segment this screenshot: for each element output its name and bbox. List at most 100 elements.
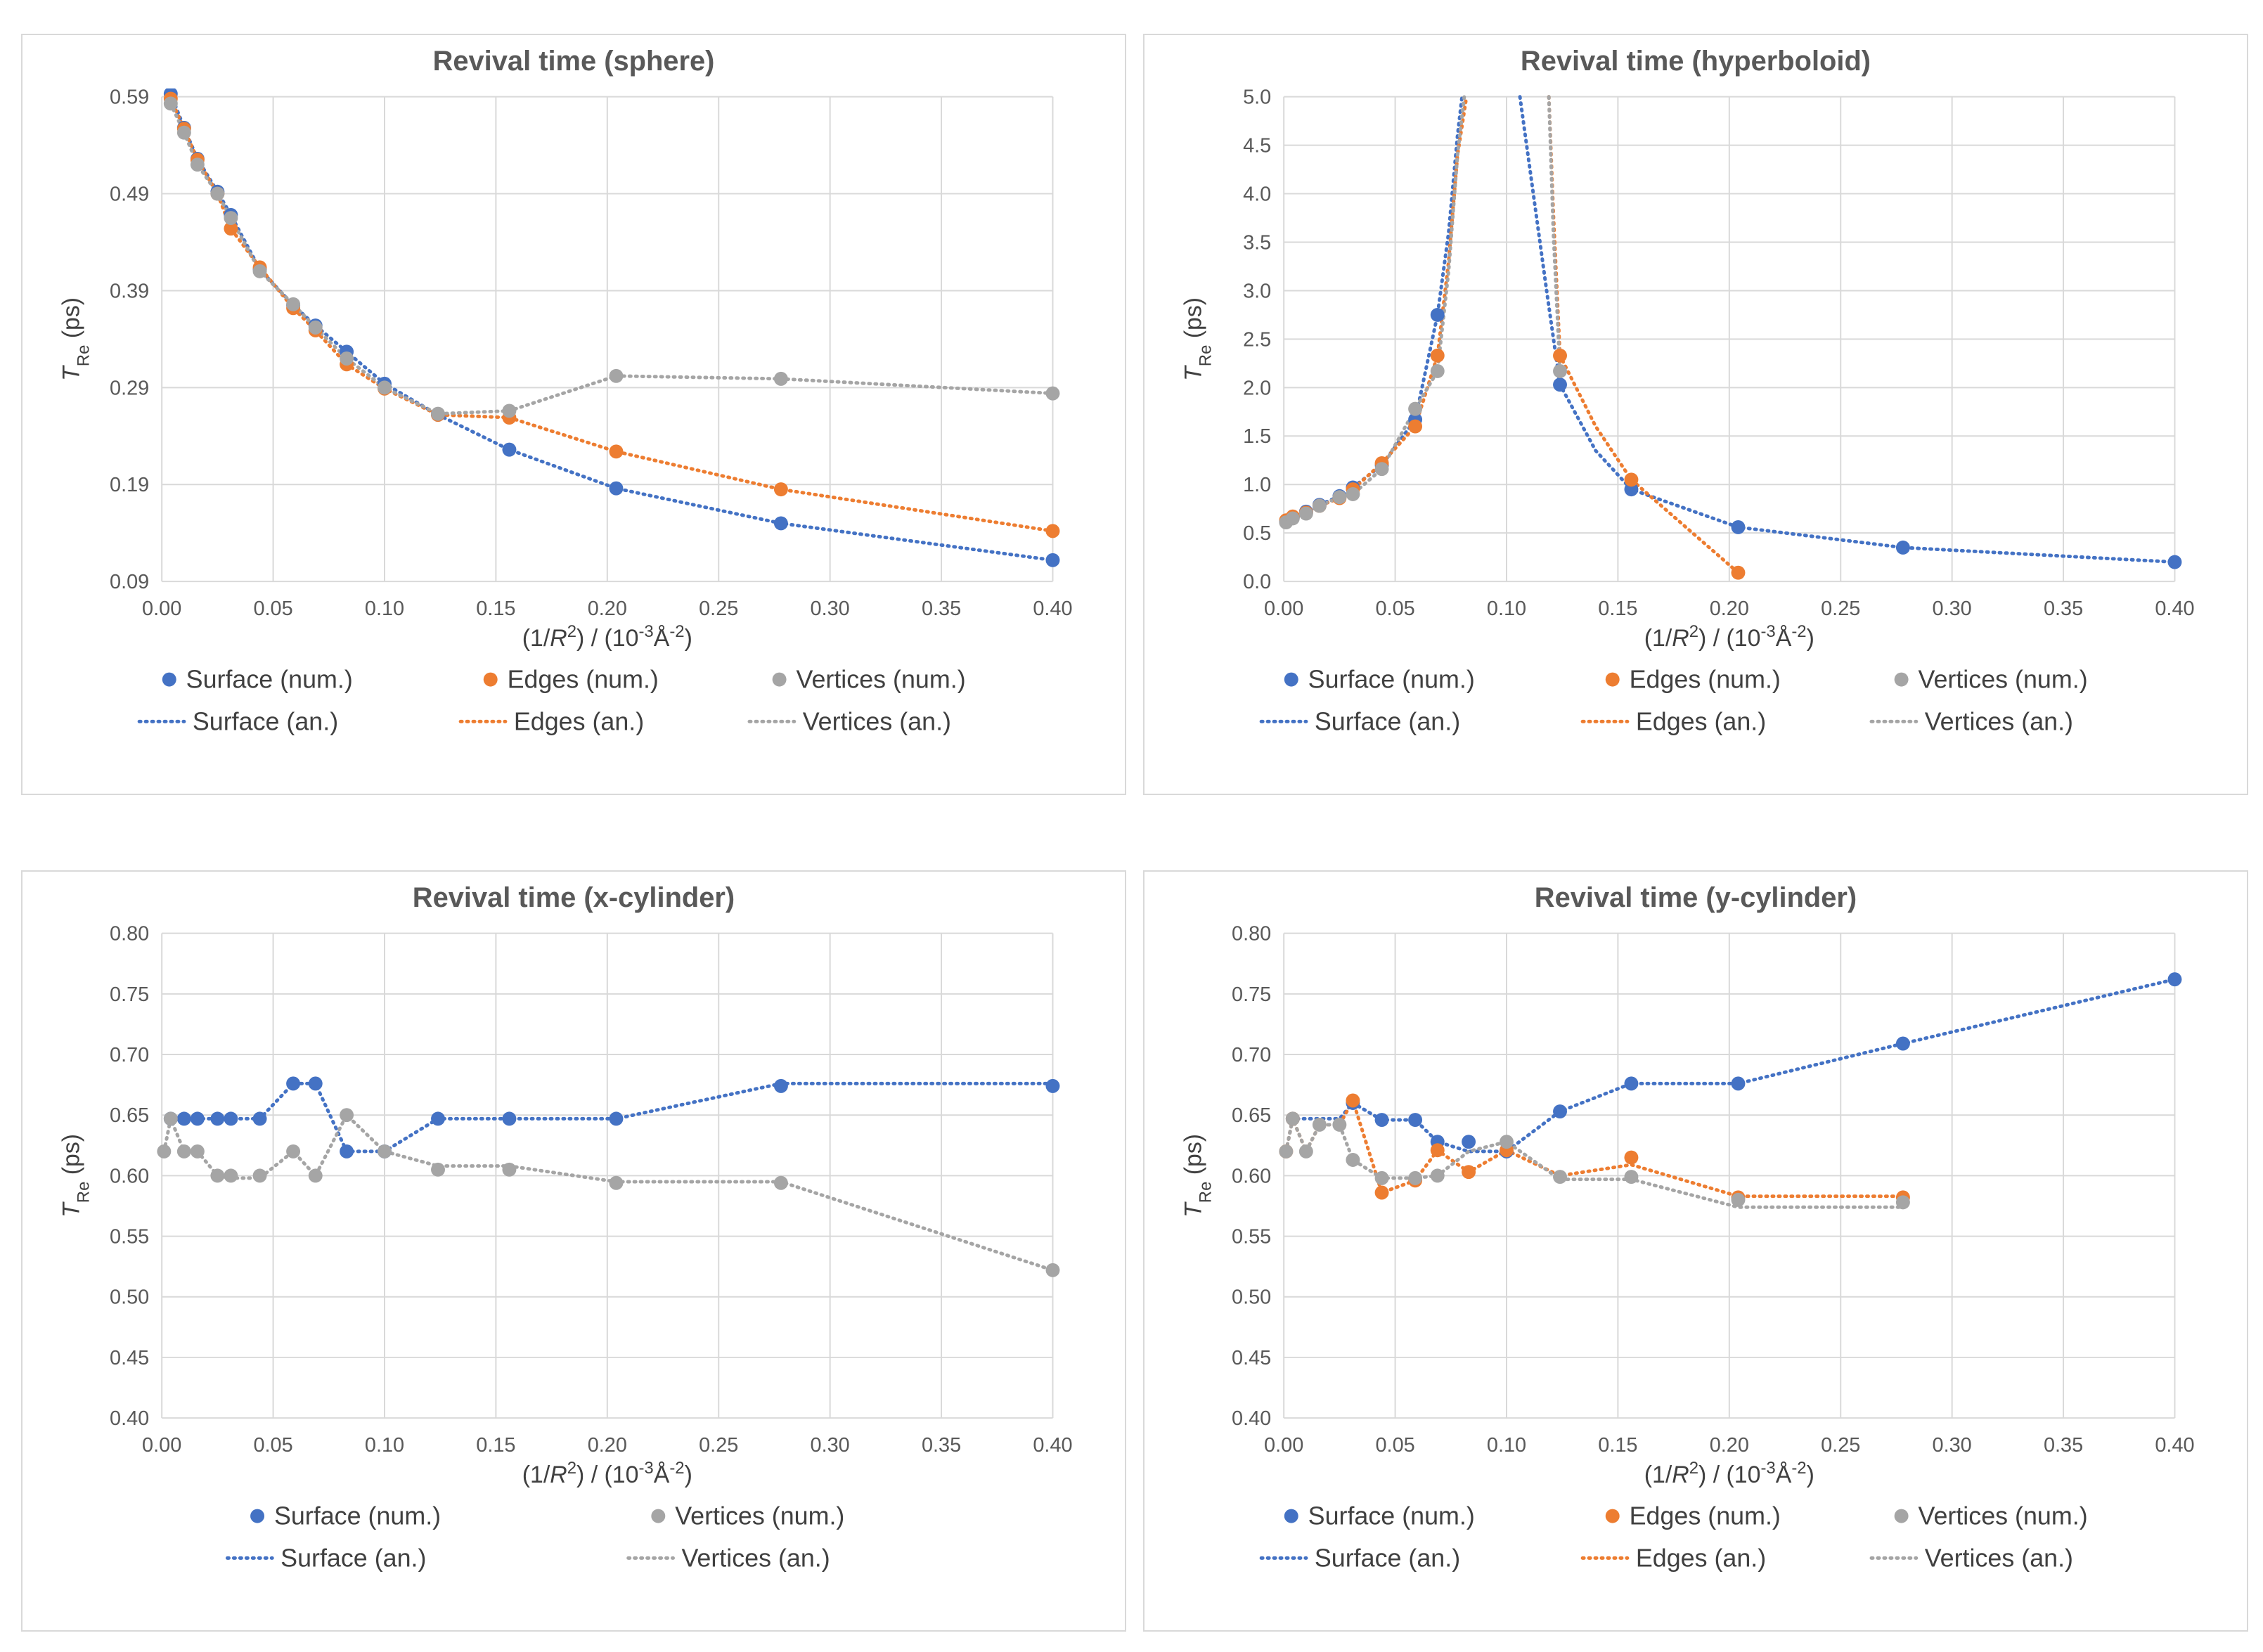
data-point-vertices-num xyxy=(1045,386,1060,401)
data-point-vertices-num xyxy=(1408,401,1423,416)
chart-title: Revival time (sphere) xyxy=(433,46,715,77)
chart-hyperboloid: Revival time (hyperboloid) 0.0 0.5 1.0 1.5 2.… xyxy=(1143,34,2248,795)
data-point-vertices-num xyxy=(502,1162,517,1177)
plot-area xyxy=(157,1076,1060,1277)
x-axis-label: (1/R2) / (10-3Å-2) xyxy=(522,621,692,651)
legend-marker-surface-num xyxy=(162,672,176,687)
chart-title: Revival time (hyperboloid) xyxy=(1521,46,1871,77)
data-point-vertices-num xyxy=(286,1144,301,1159)
x-tick-label: 0.05 xyxy=(253,1434,292,1457)
x-axis-label: (1/R2) / (10-3Å-2) xyxy=(1644,1458,1814,1488)
legend-marker-vertices-num xyxy=(651,1509,666,1523)
x-tick-label: 0.10 xyxy=(1487,598,1526,620)
data-point-vertices-num xyxy=(308,320,323,335)
legend-label-vertices-an: Vertices (an.) xyxy=(681,1544,830,1572)
data-point-vertices-num xyxy=(1430,363,1445,378)
y-tick-label: 0.80 xyxy=(110,923,149,946)
data-point-vertices-num xyxy=(502,404,517,418)
y-tick-label: 0.45 xyxy=(110,1347,149,1369)
data-point-surface-num xyxy=(431,1111,445,1126)
data-point-vertices-num xyxy=(163,96,178,111)
data-point-vertices-num xyxy=(1279,1144,1294,1159)
y-tick-label: 0.0 xyxy=(1243,571,1271,593)
data-point-vertices-num xyxy=(252,264,267,278)
x-tick-label: 0.05 xyxy=(253,598,292,620)
legend-label-edges-num: Edges (num.) xyxy=(508,666,659,694)
data-point-surface-num xyxy=(1731,520,1746,534)
y-tick-label: 0.09 xyxy=(110,571,149,593)
data-point-vertices-num xyxy=(378,380,392,395)
chart-title: Revival time (y-cylinder) xyxy=(1535,882,1857,913)
data-point-surface-num xyxy=(1624,482,1639,497)
legend-label-vertices-num: Vertices (num.) xyxy=(1919,666,2088,694)
x-tick-label: 0.10 xyxy=(1487,1434,1526,1457)
legend-label-surface-an: Surface (an.) xyxy=(193,707,338,735)
data-point-vertices-num xyxy=(210,1168,225,1183)
data-point-vertices-num xyxy=(176,125,191,140)
legend-label-surface-num: Surface (num.) xyxy=(1308,666,1475,694)
data-point-surface-num xyxy=(1045,1078,1060,1093)
y-tick-label: 0.60 xyxy=(110,1165,149,1187)
data-point-vertices-num xyxy=(163,1111,178,1126)
data-point-surface-num xyxy=(1895,1036,1910,1051)
x-tick-label: 0.20 xyxy=(1710,1434,1749,1457)
y-tick-label: 0.65 xyxy=(110,1104,149,1127)
data-point-edges-num xyxy=(1553,348,1567,363)
y-tick-label: 4.0 xyxy=(1243,183,1271,206)
data-point-surface-num xyxy=(1045,553,1060,567)
legend-label-surface-num: Surface (num.) xyxy=(186,666,353,694)
data-point-vertices-num xyxy=(773,371,788,386)
plot-area xyxy=(1279,972,2182,1210)
data-point-vertices-num xyxy=(1045,1263,1060,1277)
data-point-vertices-num xyxy=(1430,1168,1445,1183)
data-point-surface-num xyxy=(176,1111,191,1126)
data-point-edges-num xyxy=(1624,1150,1639,1165)
legend-marker-vertices-num xyxy=(1894,1509,1909,1523)
chart-x-cylinder-svg: Revival time (x-cylinder) 0.40 0.45 0.50 0.5… xyxy=(58,882,1073,1573)
legend-label-edges-an: Edges (an.) xyxy=(1636,707,1766,735)
x-tick-label: 0.30 xyxy=(811,1434,850,1457)
plot-area xyxy=(1279,95,2182,580)
y-tick-label: 0.45 xyxy=(1232,1347,1271,1369)
data-point-surface-num xyxy=(773,516,788,531)
data-point-vertices-num xyxy=(224,211,238,225)
legend-marker-edges-num xyxy=(483,672,498,687)
data-point-vertices-num xyxy=(1408,1170,1423,1185)
legend-marker-surface-num xyxy=(1284,672,1298,687)
data-point-vertices-num xyxy=(431,406,445,421)
data-point-surface-num xyxy=(190,1111,205,1126)
y-tick-label: 0.5 xyxy=(1243,522,1271,545)
plot-area xyxy=(163,88,1060,567)
x-axis-label: (1/R2) / (10-3Å-2) xyxy=(522,1458,692,1488)
y-tick-label: 1.0 xyxy=(1243,474,1271,496)
x-tick-label: 0.20 xyxy=(588,598,627,620)
data-point-vertices-num xyxy=(1312,1118,1327,1132)
data-point-edges-num xyxy=(1408,419,1423,434)
data-point-vertices-num xyxy=(1895,1195,1910,1210)
y-tick-label: 0.40 xyxy=(1232,1407,1271,1430)
chart-y-cylinder: Revival time (y-cylinder) 0.40 0.45 0.50 0.5… xyxy=(1143,870,2248,1632)
legend-label-edges-num: Edges (num.) xyxy=(1630,1502,1781,1530)
data-point-surface-num xyxy=(1553,1104,1567,1118)
series-line-vertices-an xyxy=(169,101,1055,416)
data-point-surface-num xyxy=(1408,1113,1423,1128)
x-tick-label: 0.00 xyxy=(142,598,181,620)
data-point-edges-num xyxy=(224,221,238,236)
x-tick-label: 0.35 xyxy=(2044,598,2083,620)
data-point-vertices-num xyxy=(1553,1170,1567,1185)
x-tick-label: 0.25 xyxy=(699,598,738,620)
data-point-vertices-num xyxy=(609,1175,624,1190)
x-tick-label: 0.30 xyxy=(1933,1434,1972,1457)
y-tick-label: 0.39 xyxy=(110,280,149,302)
data-point-vertices-num xyxy=(157,1144,172,1159)
data-point-edges-num xyxy=(773,482,788,497)
data-point-vertices-num xyxy=(1332,490,1347,505)
legend-marker-edges-num xyxy=(1605,672,1620,687)
y-tick-label: 2.5 xyxy=(1243,328,1271,351)
data-point-vertices-num xyxy=(1731,1192,1746,1207)
x-tick-label: 0.10 xyxy=(365,1434,404,1457)
y-tick-label: 3.0 xyxy=(1243,280,1271,302)
y-tick-label: 4.5 xyxy=(1243,135,1271,157)
y-tick-label: 0.60 xyxy=(1232,1165,1271,1187)
data-point-vertices-num xyxy=(308,1168,323,1183)
